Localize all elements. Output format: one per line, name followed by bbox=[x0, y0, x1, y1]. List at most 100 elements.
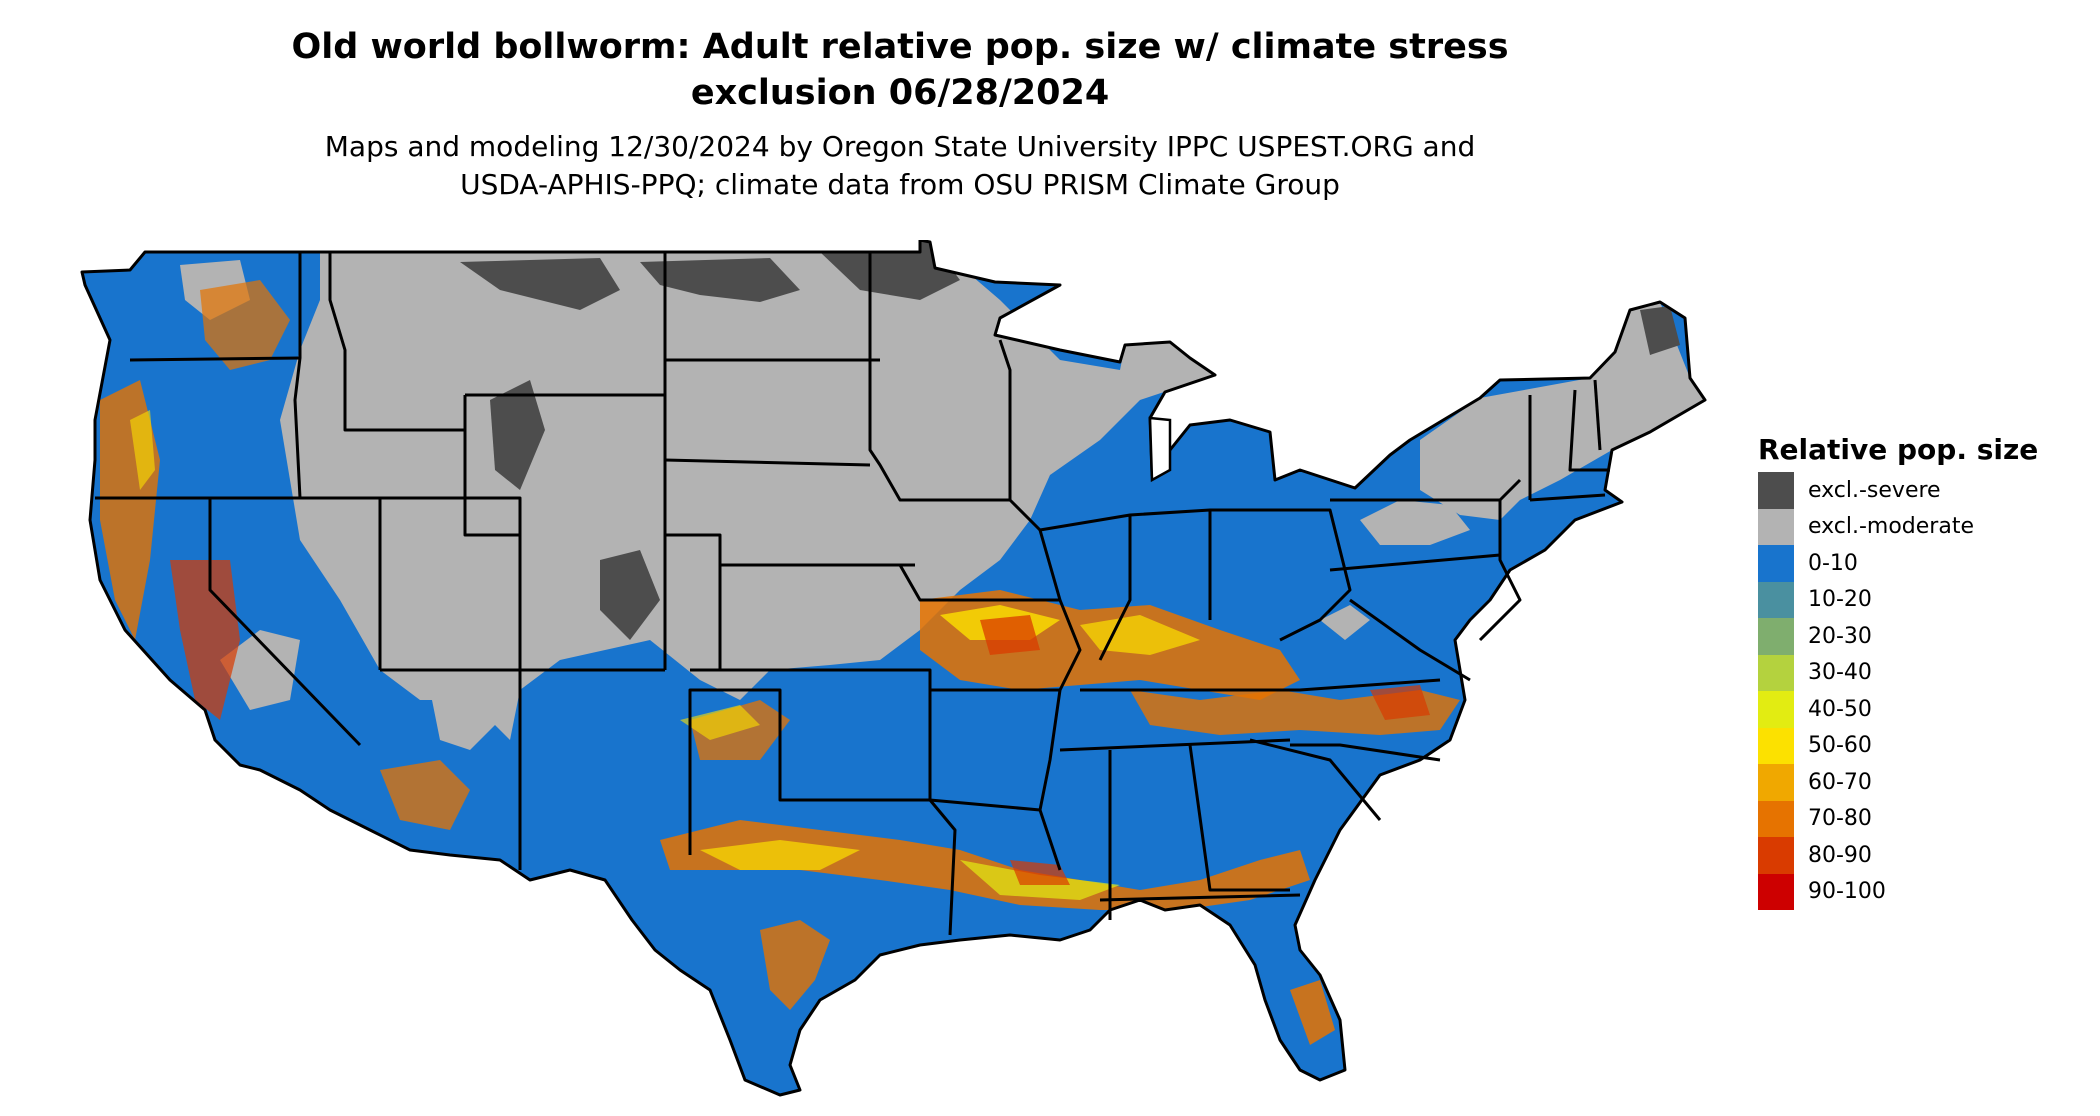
legend-label: 30-40 bbox=[1808, 660, 1872, 686]
band-florida-warm bbox=[1290, 980, 1335, 1045]
region-excl-moderate-nv bbox=[220, 630, 300, 710]
region-excl-severe-me bbox=[1640, 306, 1680, 355]
border-ca-nv bbox=[208, 498, 362, 747]
border-ar-ms bbox=[1038, 689, 1062, 871]
band-south-texas-warm bbox=[760, 920, 830, 1010]
legend-swatch bbox=[1758, 837, 1794, 874]
legend-label: excl.-severe bbox=[1808, 477, 1941, 503]
border-wa-or bbox=[129, 356, 301, 362]
legend-swatch bbox=[1758, 873, 1794, 910]
legend-label: 40-50 bbox=[1808, 696, 1872, 722]
legend-title: Relative pop. size bbox=[1758, 433, 2039, 466]
region-excl-severe-co bbox=[600, 550, 660, 640]
legend-swatch bbox=[1758, 472, 1794, 509]
legend-item: 10-20 bbox=[1758, 581, 2088, 618]
legend-swatch bbox=[1758, 581, 1794, 618]
legend-item: 20-30 bbox=[1758, 618, 2088, 655]
region-excl-moderate-appalachia bbox=[1320, 605, 1370, 640]
legend-label: 20-30 bbox=[1808, 623, 1872, 649]
border-il-in bbox=[1039, 513, 1132, 661]
border-tn-north bbox=[1080, 678, 1441, 692]
legend-swatch bbox=[1758, 727, 1794, 764]
border-oh-pa bbox=[1210, 508, 1352, 642]
border-ia-mo bbox=[898, 529, 1062, 602]
region-excl-moderate-north bbox=[280, 240, 1215, 740]
legend-label: excl.-moderate bbox=[1808, 514, 1974, 540]
legend-swatch bbox=[1758, 508, 1794, 545]
border-ut-north bbox=[300, 496, 522, 670]
legend-label: 60-70 bbox=[1808, 769, 1872, 795]
border-ne-ks bbox=[665, 533, 915, 567]
border-tx-nm bbox=[688, 688, 780, 855]
map-title: Old world bollworm: Adult relative pop. … bbox=[0, 24, 1800, 116]
legend-swatch bbox=[1758, 800, 1794, 837]
hotspot-virginia bbox=[1370, 685, 1430, 720]
map-subtitle-line2: USDA-APHIS-PPQ; climate data from OSU PR… bbox=[460, 168, 1340, 201]
border-pa-ny bbox=[1329, 553, 1501, 572]
map-subtitle-line1: Maps and modeling 12/30/2024 by Oregon S… bbox=[324, 130, 1476, 163]
band-northwest-warm bbox=[200, 280, 290, 370]
legend-item: 30-40 bbox=[1758, 654, 2088, 691]
border-nc-sc bbox=[1290, 743, 1441, 762]
band-yellow-ky bbox=[1080, 615, 1200, 655]
legend-swatch bbox=[1758, 764, 1794, 801]
region-excl-severe-mt bbox=[460, 258, 620, 310]
region-excl-moderate-northeast bbox=[1420, 302, 1705, 520]
band-yellow-or bbox=[130, 410, 155, 490]
legend-item: excl.-severe bbox=[1758, 472, 2088, 509]
legend-item: 0-10 bbox=[1758, 545, 2088, 582]
border-al-ga bbox=[1188, 744, 1290, 892]
legend-swatch bbox=[1758, 618, 1794, 655]
legend-item: 90-100 bbox=[1758, 873, 2088, 910]
legend-item: 70-80 bbox=[1758, 800, 2088, 837]
border-id-west bbox=[293, 252, 302, 499]
map-subtitle: Maps and modeling 12/30/2024 by Oregon S… bbox=[0, 128, 1800, 204]
legend-item: 50-60 bbox=[1758, 727, 2088, 764]
hotspot-louisiana bbox=[1010, 860, 1070, 885]
map-title-line2: exclusion 06/28/2024 bbox=[690, 73, 1110, 113]
border-nj bbox=[1478, 500, 1522, 642]
border-mo-ar bbox=[930, 599, 1082, 692]
map-title-line1: Old world bollworm: Adult relative pop. … bbox=[291, 27, 1509, 67]
legend: Relative pop. size excl.-severe excl.-mod… bbox=[1758, 432, 2088, 910]
legend-label: 10-20 bbox=[1808, 587, 1872, 613]
legend-label: 70-80 bbox=[1808, 806, 1872, 832]
lake-michigan bbox=[1148, 416, 1172, 483]
legend-swatch bbox=[1758, 654, 1794, 691]
legend-items: excl.-severe excl.-moderate 0-10 10-20 20-30… bbox=[1758, 472, 2088, 910]
border-ga-sc bbox=[1249, 738, 1382, 821]
legend-label: 90-100 bbox=[1808, 879, 1886, 905]
legend-label: 0-10 bbox=[1808, 550, 1858, 576]
border-wi-mi bbox=[998, 339, 1012, 500]
region-excl-moderate-az bbox=[430, 680, 500, 750]
legend-item: 60-70 bbox=[1758, 764, 2088, 801]
legend-item: excl.-moderate bbox=[1758, 508, 2088, 545]
region-excl-severe-wy bbox=[490, 380, 545, 490]
band-california-hot bbox=[170, 560, 240, 720]
heatmap-layer bbox=[100, 240, 1705, 1045]
legend-item: 40-50 bbox=[1758, 691, 2088, 728]
border-ks-ok bbox=[690, 668, 932, 690]
band-yellow-ok bbox=[680, 705, 760, 740]
us-map bbox=[80, 240, 1707, 1097]
state-borders bbox=[80, 240, 1707, 1097]
legend-swatch bbox=[1758, 545, 1794, 582]
region-excl-moderate-ny bbox=[1360, 500, 1470, 545]
border-wy-west bbox=[463, 395, 520, 537]
border-ma-ct bbox=[1529, 493, 1606, 502]
border-ar-la bbox=[929, 798, 1041, 812]
border-sd-ne bbox=[664, 458, 871, 467]
hotspot-missouri bbox=[980, 615, 1040, 655]
legend-swatch bbox=[1758, 691, 1794, 728]
border-me-nh bbox=[1593, 379, 1602, 451]
region-excl-severe-nd bbox=[640, 258, 800, 302]
legend-item: 80-90 bbox=[1758, 837, 2088, 874]
border-nh-vt bbox=[1568, 389, 1610, 472]
border-gulf-states bbox=[1099, 893, 1301, 902]
band-arizona-warm bbox=[380, 760, 470, 830]
border-va-wv bbox=[1349, 598, 1471, 682]
legend-label: 50-60 bbox=[1808, 733, 1872, 759]
region-excl-severe-mn bbox=[820, 240, 960, 300]
band-yellow-tx bbox=[700, 840, 860, 870]
legend-label: 80-90 bbox=[1808, 842, 1872, 868]
